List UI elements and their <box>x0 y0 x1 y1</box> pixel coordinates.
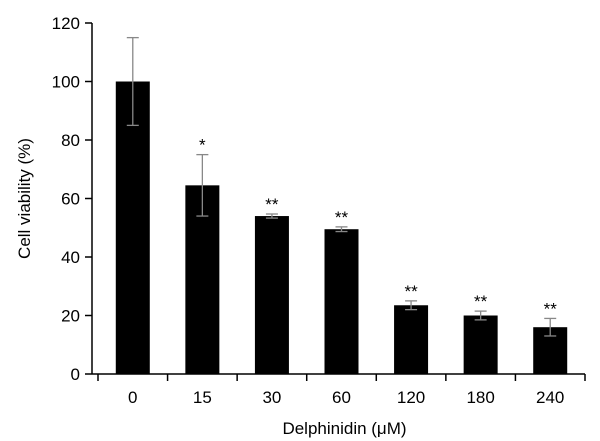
bar <box>254 216 289 374</box>
y-tick-label: 100 <box>52 73 80 92</box>
x-tick-label: 60 <box>332 388 351 407</box>
significance-marker: * <box>199 136 206 155</box>
significance-marker: ** <box>265 195 279 214</box>
significance-marker: ** <box>335 208 349 227</box>
bar <box>394 305 429 374</box>
y-ticks-group: 0 20 40 60 80 100 120 <box>52 14 92 384</box>
bar <box>463 315 498 374</box>
y-tick-label: 120 <box>52 14 80 33</box>
significance-marker: ** <box>404 282 418 301</box>
bars-group <box>115 81 568 374</box>
y-tick-label: 40 <box>61 248 80 267</box>
y-axis-title: Cell viability (%) <box>15 138 34 259</box>
y-tick-label: 0 <box>71 365 80 384</box>
x-tick-label: 0 <box>128 388 137 407</box>
x-tick-label: 240 <box>536 388 564 407</box>
y-tick-label: 60 <box>61 190 80 209</box>
x-tick-label: 120 <box>397 388 425 407</box>
y-tick-label: 80 <box>61 131 80 150</box>
bar <box>115 81 150 374</box>
significance-group: ********* ** <box>199 136 557 319</box>
bar <box>185 185 220 374</box>
x-tick-label: 15 <box>193 388 212 407</box>
bar <box>324 229 359 374</box>
error-bars-group <box>126 36 557 337</box>
x-tick-label: 180 <box>466 388 494 407</box>
x-tick-label: 30 <box>262 388 281 407</box>
significance-marker: ** <box>544 299 558 318</box>
x-axis-title: Delphinidin (μM) <box>282 419 406 438</box>
y-tick-label: 20 <box>61 307 80 326</box>
x-ticks-group: 0 15 30 60 120 180 240 <box>97 374 586 407</box>
significance-marker: ** <box>474 292 488 311</box>
